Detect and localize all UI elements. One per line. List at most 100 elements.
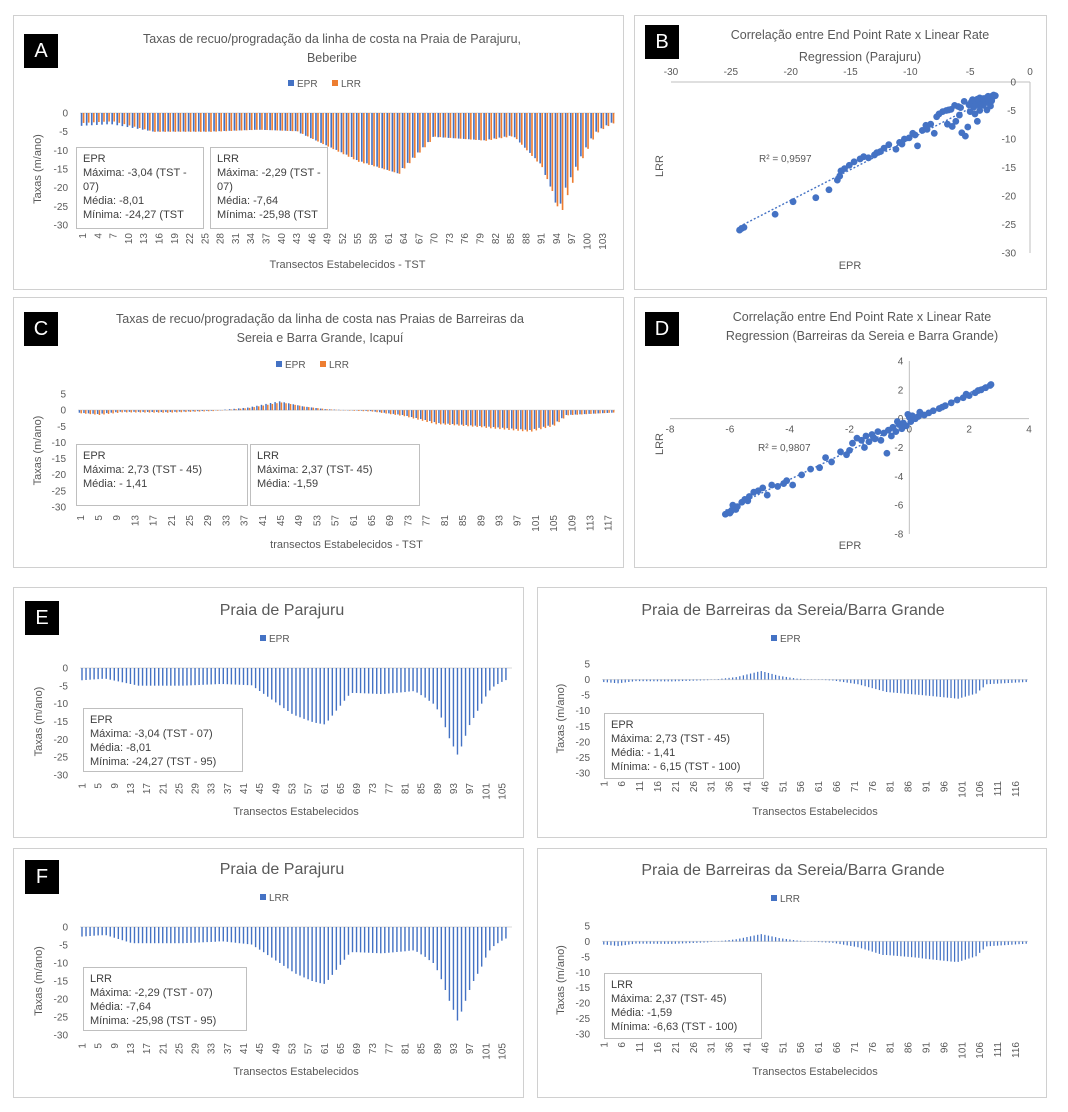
bar-lrr xyxy=(467,410,469,427)
panel-letter-a: A xyxy=(24,34,58,68)
stat-title: EPR xyxy=(83,450,106,462)
bar-epr xyxy=(365,410,367,411)
x-tick-label: 65 xyxy=(336,1043,347,1055)
x-tick-label: 61 xyxy=(349,515,360,527)
bar-lrr xyxy=(432,927,434,963)
scatter-point xyxy=(948,123,956,130)
bar-lrr xyxy=(317,408,319,411)
y-axis-label: Taxas (m/ano) xyxy=(555,684,567,754)
x-tick-label: 33 xyxy=(207,783,218,795)
bar-epr xyxy=(96,113,98,125)
bar-epr xyxy=(178,410,181,412)
bar-lrr xyxy=(281,113,284,131)
bar-lrr xyxy=(728,940,730,942)
bar-lrr xyxy=(796,940,798,942)
bar-epr xyxy=(524,410,527,430)
bar-lrr xyxy=(968,941,970,959)
bar-lrr xyxy=(98,410,101,415)
bar-lrr xyxy=(1000,941,1002,946)
bar-epr xyxy=(825,679,827,681)
bar-epr xyxy=(473,113,475,140)
bar-lrr xyxy=(141,927,144,944)
x-tick-label: 101 xyxy=(957,1042,968,1059)
x-tick-label: 21 xyxy=(158,783,169,795)
scatter-point xyxy=(865,154,872,162)
bar-lrr xyxy=(440,410,442,425)
bar-lrr xyxy=(351,927,354,953)
bar-lrr xyxy=(343,927,346,960)
bar-epr xyxy=(832,679,834,681)
bar-lrr xyxy=(332,113,335,150)
bar-epr xyxy=(101,668,103,679)
bar-epr xyxy=(170,668,172,686)
bar-lrr xyxy=(508,410,510,430)
bar-lrr xyxy=(490,410,492,429)
bar-epr xyxy=(156,410,158,413)
bar-epr xyxy=(254,668,257,689)
bar-epr xyxy=(324,409,326,411)
bar-epr xyxy=(406,410,408,416)
bar-epr xyxy=(946,679,949,698)
x-tick-label: 49 xyxy=(323,233,334,245)
bar-epr xyxy=(610,679,612,683)
scatter-point xyxy=(956,111,963,119)
x-tick-label: 61 xyxy=(320,783,331,795)
x-tick-label: 85 xyxy=(417,783,428,795)
y-tick-label: 0 xyxy=(62,664,68,675)
y-tick-label: -25 xyxy=(52,486,67,497)
chart-title: Praia de Barreiras da Sereia/Barra Grand… xyxy=(641,602,944,619)
y-tick-label: -2 xyxy=(894,443,903,454)
bar-epr xyxy=(600,113,603,129)
bar-lrr xyxy=(248,407,251,411)
bar-epr xyxy=(105,668,107,679)
bar-epr xyxy=(739,676,741,680)
bar-epr xyxy=(197,113,200,132)
bar-epr xyxy=(213,113,215,132)
bar-lrr xyxy=(989,941,992,947)
bar-lrr xyxy=(597,113,600,133)
bar-epr xyxy=(401,410,404,415)
bar-lrr xyxy=(975,941,977,957)
x-tick-label: 13 xyxy=(126,783,137,795)
x-tick-label: 89 xyxy=(433,1043,444,1055)
bar-epr xyxy=(529,410,531,430)
bar-epr xyxy=(569,113,572,178)
bar-lrr xyxy=(235,409,237,411)
bar-epr xyxy=(410,410,413,418)
bar-epr xyxy=(893,679,895,693)
bar-lrr xyxy=(939,941,941,961)
bar-lrr xyxy=(553,410,556,426)
bar-epr xyxy=(96,410,99,415)
bar-lrr xyxy=(452,927,455,1010)
bar-epr xyxy=(493,668,495,687)
bar-epr xyxy=(149,668,152,686)
bar-epr xyxy=(996,679,999,684)
panel-letter-b: B xyxy=(645,25,679,59)
bar-lrr xyxy=(444,410,447,425)
bar-epr xyxy=(579,410,581,415)
scatter-point xyxy=(828,458,835,466)
bar-epr xyxy=(420,410,422,420)
bar-epr xyxy=(269,403,272,411)
bar-lrr xyxy=(123,113,126,125)
y-tick-label: -20 xyxy=(1002,192,1017,203)
x-tick-label: 37 xyxy=(223,783,234,795)
bar-lrr xyxy=(230,409,233,411)
bar-lrr xyxy=(112,410,114,414)
y-tick-label: 0 xyxy=(1010,78,1016,89)
bar-epr xyxy=(561,410,563,419)
x-tick-label: 17 xyxy=(142,1043,153,1055)
bar-lrr xyxy=(376,410,378,413)
bar-lrr xyxy=(710,941,712,942)
bar-lrr xyxy=(129,927,132,943)
x-tick-label: 31 xyxy=(707,1042,718,1054)
bar-lrr xyxy=(109,927,111,937)
bar-lrr xyxy=(189,410,192,412)
bar-lrr xyxy=(373,113,375,167)
y-tick-label: -15 xyxy=(52,454,67,465)
x-tick-label: 0 xyxy=(1027,67,1033,78)
bar-lrr xyxy=(943,941,945,961)
bar-epr xyxy=(1007,679,1009,684)
x-tick-label: 34 xyxy=(246,233,257,245)
bar-epr xyxy=(92,410,94,414)
